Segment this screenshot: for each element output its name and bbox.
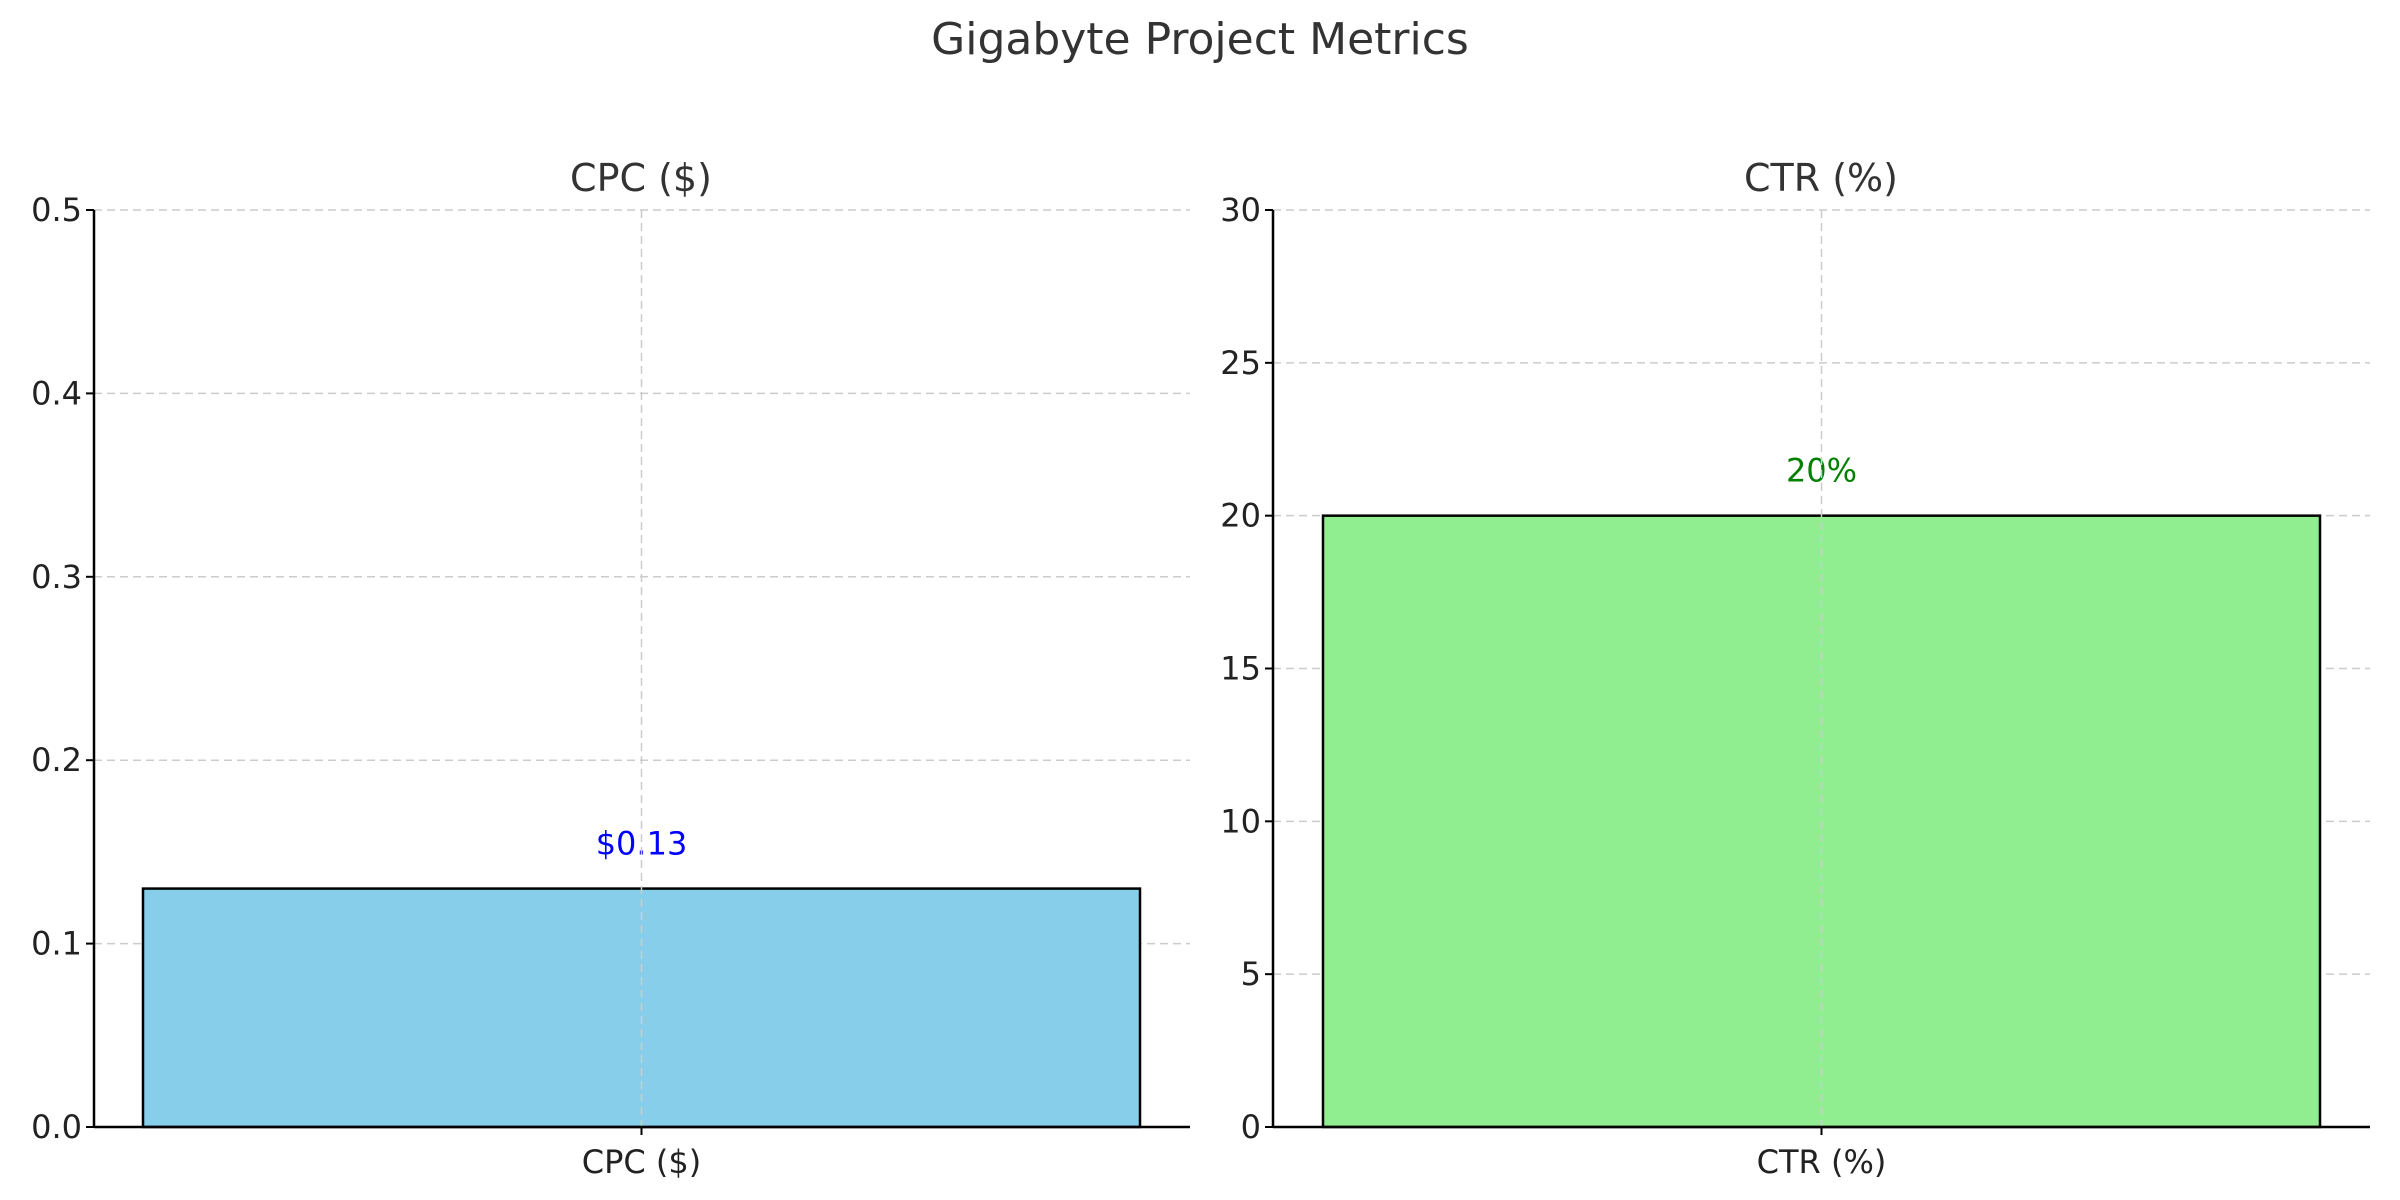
figure-title: Gigabyte Project Metrics — [931, 14, 1469, 65]
y-tick-label-ctr-4: 20 — [1220, 497, 1261, 535]
y-tick-label-cpc-4: 0.4 — [31, 374, 82, 412]
y-tick-label-ctr-2: 10 — [1220, 802, 1261, 840]
y-tick-label-cpc-2: 0.2 — [31, 741, 82, 779]
y-tick-label-ctr-5: 25 — [1220, 344, 1261, 382]
y-tick-label-cpc-1: 0.1 — [31, 925, 82, 963]
data-label-cpc: $0.13 — [596, 825, 688, 863]
y-tick-label-cpc-0: 0.0 — [31, 1108, 82, 1146]
x-tick-label-ctr: CTR (%) — [1757, 1143, 1887, 1181]
y-tick-label-ctr-6: 30 — [1220, 191, 1261, 229]
panel-title-ctr: CTR (%) — [1744, 156, 1898, 200]
panel-title-cpc: CPC ($) — [570, 156, 712, 200]
x-tick-label-cpc: CPC ($) — [582, 1143, 701, 1181]
panel-cpc: CPC ($) $0.13 0.0 0.1 0.2 0.3 0.4 0.5 CPC ($) — [31, 156, 1190, 1181]
y-tick-label-cpc-5: 0.5 — [31, 191, 82, 229]
y-tick-label-cpc-3: 0.3 — [31, 558, 82, 596]
y-tick-label-ctr-0: 0 — [1241, 1108, 1261, 1146]
y-tick-label-ctr-3: 15 — [1220, 650, 1261, 688]
y-tick-label-ctr-1: 5 — [1241, 955, 1261, 993]
